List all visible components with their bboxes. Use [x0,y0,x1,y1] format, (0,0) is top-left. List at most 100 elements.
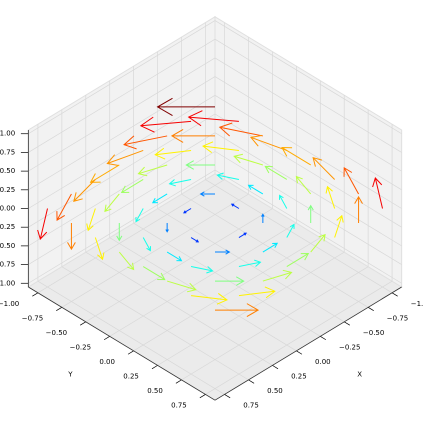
x-tick [224,394,231,399]
x-tick-label: −0.25 [339,344,360,352]
z-tick-label: −1.00 [0,279,15,287]
y-tick-label: 0.00 [99,358,115,366]
arrow [86,208,96,232]
arrow [190,266,214,274]
x-tick [320,336,327,341]
x-tick-label: 0.50 [267,387,283,395]
arrow [264,165,288,180]
x-tick [367,307,374,312]
arrow [202,141,239,154]
y-axis-line [28,286,216,401]
arrow [190,237,200,243]
grid-line [214,95,402,209]
arrow [286,252,310,267]
arrow [215,276,245,286]
arrow [233,153,264,166]
y-tick [151,365,158,370]
y-tick [199,394,206,399]
grid-line [133,237,321,352]
arrow [168,178,192,187]
grid-line [214,57,402,172]
x-tick-label: 0.25 [291,373,307,381]
grid-line [205,179,393,294]
arrow [56,193,72,221]
arrow [281,147,311,166]
arrow [354,195,363,224]
grid-line [37,280,225,395]
x-tick-label: 0.75 [243,402,259,410]
arrow [238,259,262,268]
arrow [247,184,264,195]
arrow [238,232,247,238]
x-tick [248,379,255,384]
arrow [137,164,168,177]
y-tick [127,350,134,355]
arrow [123,135,168,150]
arrow [185,160,215,170]
grid-line [85,208,273,323]
y-axis-label: Y [67,371,73,379]
arrow [187,110,239,127]
arrow [230,203,240,209]
arrow [307,204,314,224]
arrow [94,237,105,261]
arrow [166,280,197,293]
arrow [120,179,144,194]
grid-line [181,266,369,381]
grid-line [28,20,216,135]
grid-line [28,95,216,209]
arrow [262,269,293,282]
grid-line [214,132,402,247]
grid-line [214,76,402,191]
arrow [73,179,96,202]
arrow [139,116,192,133]
grid-line [28,57,216,172]
grid-line [214,38,402,153]
grid-line [28,38,216,153]
arrow [310,233,326,253]
z-tick-label: −0.50 [0,242,15,250]
y-tick-label: −0.50 [46,329,67,337]
arrow [216,172,240,180]
arrow [170,129,215,143]
x-tick-label: −0.50 [363,329,384,337]
z-tick-label: 0.75 [0,148,15,156]
grid-line [214,151,402,265]
grid-line [109,237,297,352]
arrow [238,286,276,299]
arrow [286,223,295,238]
grid-line [85,251,273,366]
x-tick-label: 0.00 [315,358,331,366]
z-tick-label: 0.00 [0,205,15,213]
y-tick-label: 0.75 [171,402,187,410]
x-tick [391,292,398,297]
y-tick [56,307,63,312]
arrow [67,223,76,251]
z-tick-label: 1.00 [0,130,15,138]
arrow [199,191,215,197]
grid-line [28,151,216,265]
arrow [215,249,231,255]
x-axis-line [214,286,402,401]
grid-line [28,113,216,228]
arrow [135,208,144,223]
arrow [218,122,263,137]
arrow [118,251,135,271]
arrow [191,293,228,305]
grid-line [133,222,321,337]
arrow [154,147,192,160]
arrow [183,208,192,214]
arrow [106,149,144,166]
y-tick-label: −0.75 [22,315,43,323]
grid-line [214,169,402,284]
grid-line [109,222,297,337]
arrow [156,97,215,116]
y-tick-label: 0.50 [147,387,163,395]
arrow [343,166,360,195]
arrow [312,156,336,180]
arrow [142,237,151,252]
y-tick [175,379,182,384]
z-tick-label: −0.25 [0,223,15,231]
x-tick [344,321,350,326]
x-tick [272,365,279,370]
